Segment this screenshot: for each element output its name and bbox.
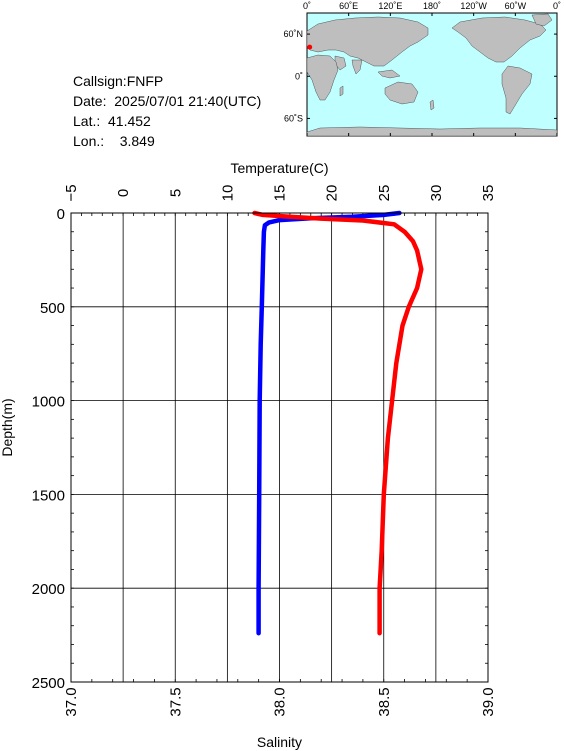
map-lon-label: 0˚	[553, 1, 561, 11]
depth-axis-title: Depth(m)	[0, 398, 15, 456]
depth-tick-label: 0	[57, 206, 65, 223]
plot-frame	[70, 212, 489, 683]
salinity-profile-line	[252, 210, 424, 636]
map-land	[306, 13, 558, 137]
map-lon-label: 120˚W	[460, 1, 487, 11]
depth-tick-label: 1000	[32, 394, 65, 411]
temperature-tick-label: −5	[63, 184, 80, 201]
station-info: Callsign:FNFP Date: 2025/07/01 21:40(UTC…	[73, 71, 261, 151]
minor-ticks	[70, 212, 489, 683]
salinity-tick-label: 37.0	[63, 687, 80, 716]
depth-tick-label: 500	[40, 300, 65, 317]
salinity-tick-label: 37.5	[167, 687, 184, 716]
map-lat-label: 60˚S	[284, 113, 303, 123]
tick-labels: −5 0 5 10 15 20 25 30 35 37.0 37.5 38.0 38.5 39.0 0 500…	[32, 184, 497, 716]
depth-tick-label: 2500	[32, 675, 65, 692]
map-lon-label: 60˚E	[339, 1, 358, 11]
depth-tick-label: 1500	[32, 487, 65, 504]
salinity-tick-label: 38.5	[376, 687, 393, 716]
temperature-tick-label: 5	[167, 189, 184, 197]
map-lon-label: 180˚	[423, 1, 441, 11]
map-lon-label: 0˚	[303, 1, 311, 11]
station-marker	[307, 44, 313, 50]
depth-tick-label: 2000	[32, 581, 65, 598]
chart-grid	[70, 212, 489, 683]
salinity-axis-title: Salinity	[257, 734, 302, 750]
temperature-tick-label: 10	[219, 185, 236, 202]
temperature-tick-label: 15	[272, 185, 289, 202]
map-lon-label: 120˚E	[378, 1, 402, 11]
temperature-tick-label: 0	[115, 189, 132, 197]
data-series	[252, 210, 424, 636]
salinity-tick-label: 39.0	[480, 687, 497, 716]
latitude-text: Lat.: 41.452	[73, 113, 151, 129]
temperature-tick-label: 35	[480, 185, 497, 202]
location-map: 0˚ 60˚E 120˚E 180˚ 120˚W 60˚W 0˚ 60˚N 0˚ 60˚S	[283, 1, 561, 137]
date-text: Date: 2025/07/01 21:40(UTC)	[73, 93, 262, 109]
map-labels: 0˚ 60˚E 120˚E 180˚ 120˚W 60˚W 0˚ 60˚N 0˚ 60˚S	[283, 1, 561, 123]
map-lon-label: 60˚W	[505, 1, 527, 11]
temperature-profile-line	[256, 210, 402, 636]
temperature-tick-label: 30	[428, 185, 445, 202]
salinity-tick-label: 38.0	[272, 687, 289, 716]
map-lat-label: 60˚N	[283, 29, 303, 39]
map-lat-label: 0˚	[295, 71, 303, 81]
map-frame-ticks	[306, 13, 558, 136]
temperature-tick-label: 20	[324, 185, 341, 202]
temperature-axis-title: Temperature(C)	[230, 160, 328, 176]
longitude-text: Lon.: 3.849	[73, 133, 155, 149]
callsign-text: Callsign:FNFP	[73, 73, 164, 89]
temperature-tick-label: 25	[376, 185, 393, 202]
